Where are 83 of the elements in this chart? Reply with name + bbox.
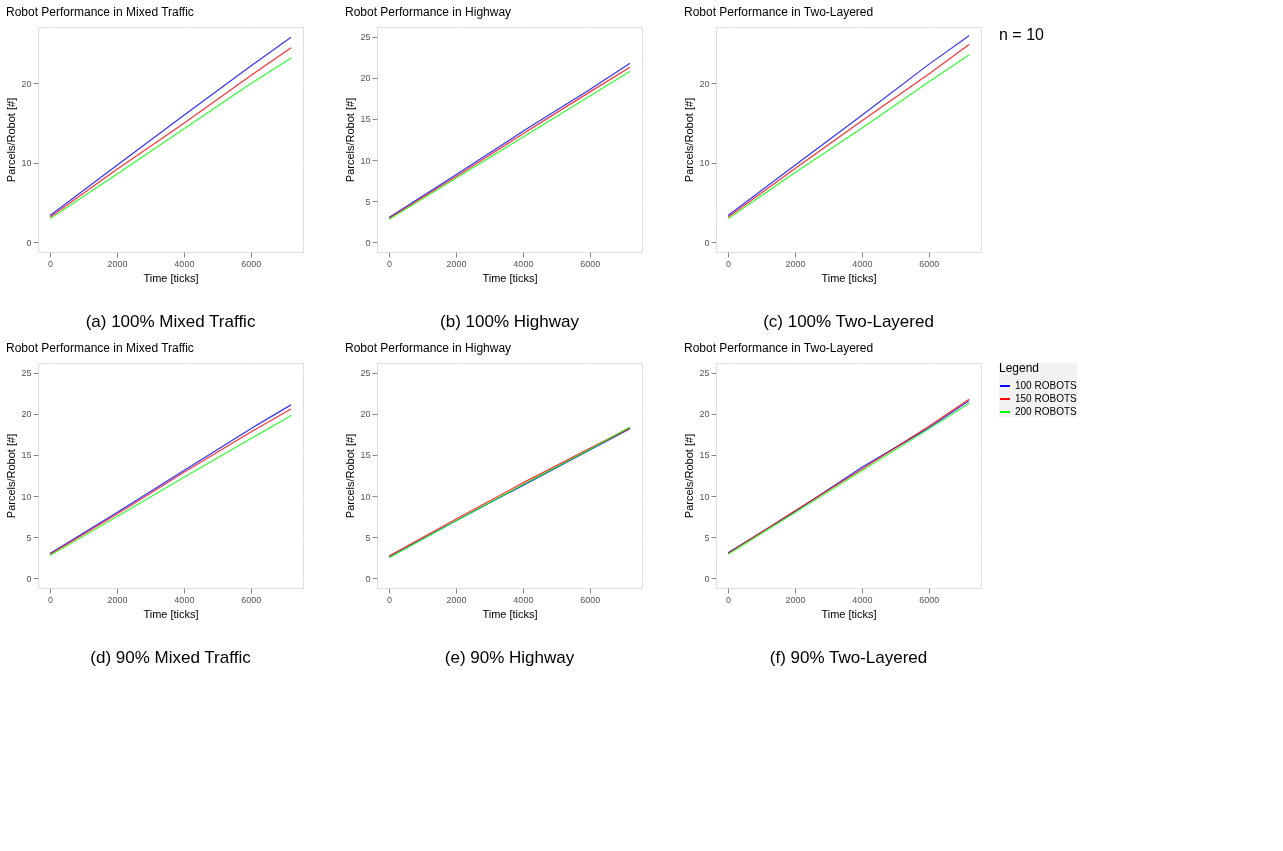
x-tick-label: 6000 bbox=[580, 594, 601, 605]
y-tick-label: 5 bbox=[365, 532, 371, 543]
chart-title: Robot Performance in Two-Layered bbox=[683, 5, 874, 19]
y-tick-label: 0 bbox=[704, 573, 710, 584]
y-axis-title: Parcels/Robot [#] bbox=[344, 433, 357, 519]
y-tick-label: 5 bbox=[26, 532, 32, 543]
x-tick-label: 6000 bbox=[919, 258, 940, 269]
y-tick-label: 15 bbox=[21, 450, 32, 461]
y-axis-title: Parcels/Robot [#] bbox=[683, 433, 696, 519]
x-tick-label: 2000 bbox=[446, 258, 467, 269]
y-tick-label: 20 bbox=[21, 78, 32, 89]
x-axis-title: Time [ticks] bbox=[143, 607, 199, 620]
x-tick-label: 4000 bbox=[174, 258, 195, 269]
text: (f) 90% Two-Layered bbox=[769, 648, 928, 667]
x-tick-label: 2000 bbox=[446, 594, 467, 605]
y-tick-label: 20 bbox=[360, 73, 371, 84]
y-axis-title: Parcels/Robot [#] bbox=[344, 97, 357, 183]
text: (d) 90% Mixed Traffic bbox=[90, 648, 252, 667]
x-tick-label: 6000 bbox=[241, 258, 262, 269]
y-tick-label: 10 bbox=[360, 155, 371, 166]
x-axis-title: Time [ticks] bbox=[821, 607, 877, 620]
legend-title: Legend bbox=[999, 361, 1040, 375]
y-tick-label: 20 bbox=[699, 78, 710, 89]
y-tick-label: 15 bbox=[360, 450, 371, 461]
y-axis-title: Parcels/Robot [#] bbox=[5, 97, 18, 183]
y-tick-label: 20 bbox=[699, 409, 710, 420]
y-tick-label: 10 bbox=[699, 491, 710, 502]
y-tick-label: 25 bbox=[360, 368, 371, 379]
x-tick-label: 0 bbox=[726, 594, 732, 605]
y-axis-title: Parcels/Robot [#] bbox=[683, 97, 696, 183]
y-tick-label: 10 bbox=[699, 158, 710, 169]
x-tick-label: 2000 bbox=[785, 258, 806, 269]
y-tick-label: 20 bbox=[21, 409, 32, 420]
text: (b) 100% Highway bbox=[440, 312, 580, 331]
chart-title: Robot Performance in Mixed Traffic bbox=[5, 341, 194, 355]
y-tick-label: 15 bbox=[699, 450, 710, 461]
y-tick-label: 0 bbox=[365, 237, 371, 248]
y-tick-label: 25 bbox=[21, 368, 32, 379]
legend-label: 200 ROBOTS bbox=[1015, 406, 1078, 417]
y-tick-label: 5 bbox=[365, 196, 371, 207]
y-tick-label: 0 bbox=[26, 237, 32, 248]
x-tick-label: 6000 bbox=[919, 594, 940, 605]
y-tick-label: 20 bbox=[360, 409, 371, 420]
x-tick-label: 4000 bbox=[174, 594, 195, 605]
legend-label: 150 ROBOTS bbox=[1015, 393, 1078, 404]
chart-title: Robot Performance in Highway bbox=[344, 341, 512, 355]
x-tick-label: 4000 bbox=[513, 258, 534, 269]
x-tick-label: 4000 bbox=[852, 594, 873, 605]
y-tick-label: 0 bbox=[704, 237, 710, 248]
x-axis-title: Time [ticks] bbox=[143, 271, 199, 284]
y-tick-label: 25 bbox=[360, 32, 371, 43]
y-tick-label: 10 bbox=[360, 491, 371, 502]
chart-title: Robot Performance in Highway bbox=[344, 5, 512, 19]
y-tick-label: 5 bbox=[704, 532, 710, 543]
y-tick-label: 10 bbox=[21, 158, 32, 169]
x-axis-title: Time [ticks] bbox=[821, 271, 877, 284]
text: (e) 90% Highway bbox=[444, 648, 575, 667]
x-tick-label: 2000 bbox=[107, 594, 128, 605]
x-tick-label: 2000 bbox=[785, 594, 806, 605]
chart-title: Robot Performance in Two-Layered bbox=[683, 341, 874, 355]
chart-title: Robot Performance in Mixed Traffic bbox=[5, 5, 194, 19]
legend-label: 100 ROBOTS bbox=[1015, 380, 1078, 391]
x-tick-label: 0 bbox=[387, 258, 393, 269]
x-tick-label: 0 bbox=[48, 594, 54, 605]
x-tick-label: 0 bbox=[48, 258, 54, 269]
text: (a) 100% Mixed Traffic bbox=[85, 312, 256, 331]
text: n = 10 bbox=[999, 26, 1045, 43]
x-axis-title: Time [ticks] bbox=[482, 607, 538, 620]
x-tick-label: 6000 bbox=[241, 594, 262, 605]
y-tick-label: 0 bbox=[365, 573, 371, 584]
y-tick-label: 10 bbox=[21, 491, 32, 502]
y-axis-title: Parcels/Robot [#] bbox=[5, 433, 18, 519]
x-tick-label: 2000 bbox=[107, 258, 128, 269]
x-tick-label: 0 bbox=[726, 258, 732, 269]
x-tick-label: 6000 bbox=[580, 258, 601, 269]
y-tick-label: 0 bbox=[26, 573, 32, 584]
x-tick-label: 4000 bbox=[852, 258, 873, 269]
x-axis-title: Time [ticks] bbox=[482, 271, 538, 284]
y-tick-label: 25 bbox=[699, 368, 710, 379]
y-tick-label: 15 bbox=[360, 114, 371, 125]
x-tick-label: 4000 bbox=[513, 594, 534, 605]
text: (c) 100% Two-Layered bbox=[763, 312, 934, 331]
x-tick-label: 0 bbox=[387, 594, 393, 605]
